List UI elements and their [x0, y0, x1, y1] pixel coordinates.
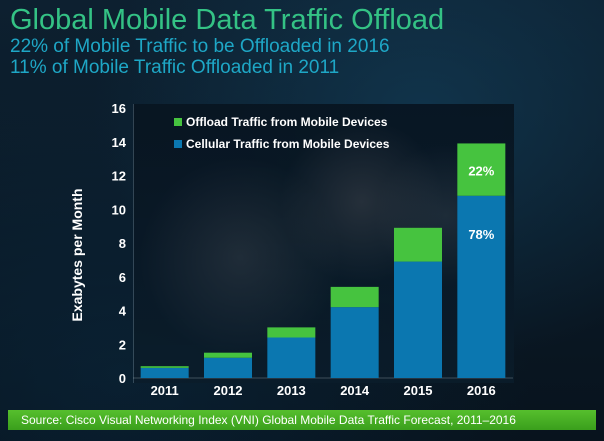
offload-bar: [457, 143, 506, 196]
subtitle-2016: 22% of Mobile Traffic to be Offloaded in…: [10, 36, 390, 57]
x-tick-label: 2011: [151, 383, 179, 398]
source-text: Source: Cisco Visual Networking Index (V…: [21, 413, 516, 427]
x-tick-label: 2015: [404, 383, 433, 398]
cellular-bar: [267, 337, 316, 378]
y-tick-label: 6: [119, 270, 126, 285]
offload-percent-label: 22%: [468, 164, 494, 179]
cellular-percent-label: 78%: [468, 227, 494, 242]
slide-title: Global Mobile Data Traffic Offload: [10, 4, 445, 36]
offload-bar: [204, 352, 252, 358]
y-tick-label: 12: [112, 169, 126, 184]
y-tick-label: 4: [119, 304, 127, 319]
offload-bar: [140, 366, 189, 368]
legend-label: Cellular Traffic from Mobile Devices: [186, 137, 390, 151]
x-tick-label: 2012: [214, 383, 243, 398]
legend-label: Offload Traffic from Mobile Devices: [186, 115, 388, 129]
legend-swatch: [174, 118, 182, 126]
cellular-bar: [330, 307, 379, 378]
y-tick-label: 0: [119, 371, 126, 386]
cellular-bar: [204, 357, 252, 378]
y-tick-label: 2: [119, 337, 126, 352]
cellular-bar: [140, 367, 189, 378]
y-tick-label: 8: [119, 236, 126, 251]
background-photo: [134, 104, 514, 383]
x-tick-label: 2016: [467, 383, 496, 398]
offload-bar: [330, 286, 379, 308]
cellular-bar: [394, 261, 442, 378]
x-tick-label: 2014: [340, 383, 370, 398]
x-tick-label: 2013: [277, 383, 306, 398]
y-tick-label: 14: [112, 135, 127, 150]
chart-panel: [133, 104, 514, 383]
offload-bar: [267, 327, 316, 338]
source-bar: Source: Cisco Visual Networking Index (V…: [8, 410, 596, 430]
y-tick-label: 16: [112, 101, 126, 116]
title-block: Global Mobile Data Traffic Offload 22% o…: [10, 4, 600, 78]
legend-swatch: [174, 140, 182, 148]
offload-bar: [394, 227, 442, 262]
cellular-bar: [457, 195, 506, 378]
y-axis-title: Exabytes per Month: [69, 188, 85, 321]
y-tick-label: 10: [112, 202, 126, 217]
subtitle-2011: 11% of Mobile Traffic Offloaded in 2011: [10, 57, 340, 78]
